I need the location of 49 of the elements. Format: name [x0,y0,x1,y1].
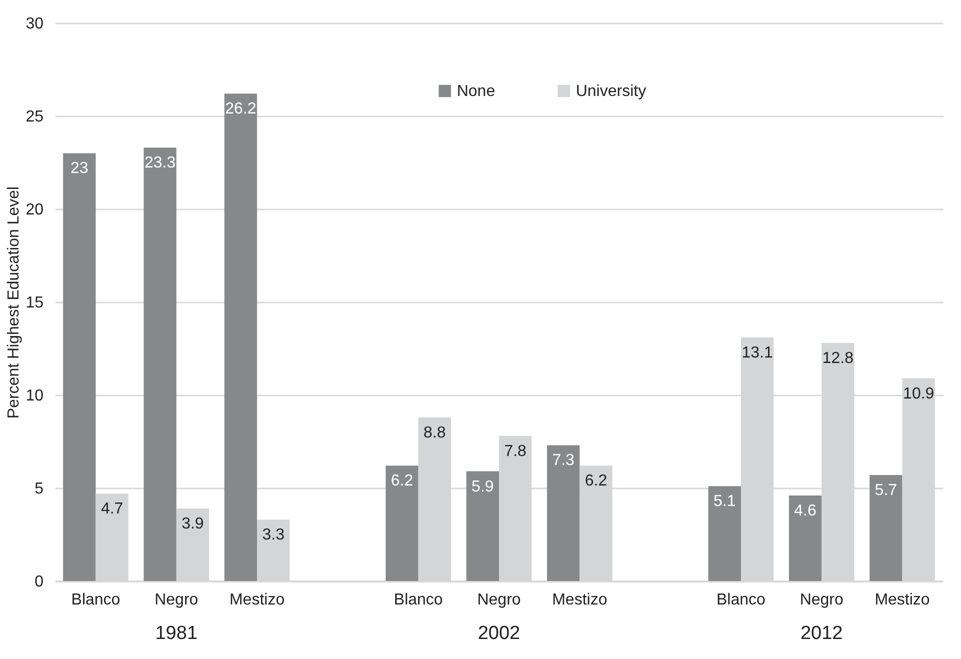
text: 2002 [478,623,520,644]
x-tick-label: Blanco [71,592,120,608]
text: 2012 [800,623,843,644]
y-tick-label: 30 [26,16,44,32]
data-label: 5.9 [472,478,494,496]
x-tick-label: Negro [477,592,521,608]
y-tick-label: 10 [26,388,44,404]
data-label: 6.2 [390,472,414,490]
bar [466,471,499,581]
bar [63,153,96,581]
y-tick-label: 5 [34,480,44,498]
data-label: 7.8 [504,442,527,460]
data-label: 3.3 [262,526,285,544]
x-tick-label: Blanco [716,592,766,608]
data-label: 26.2 [225,100,256,118]
data-label: 4.7 [100,500,124,518]
data-label: 10.9 [903,385,934,402]
bar [144,148,176,581]
bar [870,474,902,581]
data-label: 5.7 [874,482,898,499]
data-label: 6.2 [584,472,608,490]
y-tick-label: 25 [26,108,44,126]
x-tick-label: Blanco [394,592,443,608]
data-label: 23 [70,160,88,178]
y-axis-title: Percent Highest Education Level [6,186,23,419]
y-tick-label: 15 [26,294,44,312]
x-tick-label: Mestizo [229,592,285,608]
bar [546,445,580,581]
bar [708,486,741,581]
x-tick-label: Negro [800,592,844,608]
data-label: 4.6 [794,502,816,520]
data-label: 3.9 [182,515,204,532]
legend-label: None [456,83,496,100]
data-label: 5.1 [714,493,736,510]
x-tick-label: Negro [154,592,198,608]
bar [386,466,418,581]
y-tick-label: 20 [26,202,44,218]
x-tick-label: Mestizo [552,592,608,608]
data-label: 7.3 [552,452,575,470]
y-tick-label: 0 [34,574,44,590]
data-label: 8.8 [424,424,446,442]
x-tick-label: Mestizo [874,592,930,608]
bar [224,94,258,581]
bar [788,495,822,581]
data-label: 12.8 [822,350,854,367]
legend-label: University [576,83,646,100]
text: 1981 [155,623,198,644]
data-label: 13.1 [742,344,773,362]
data-label: 23.3 [144,154,176,172]
